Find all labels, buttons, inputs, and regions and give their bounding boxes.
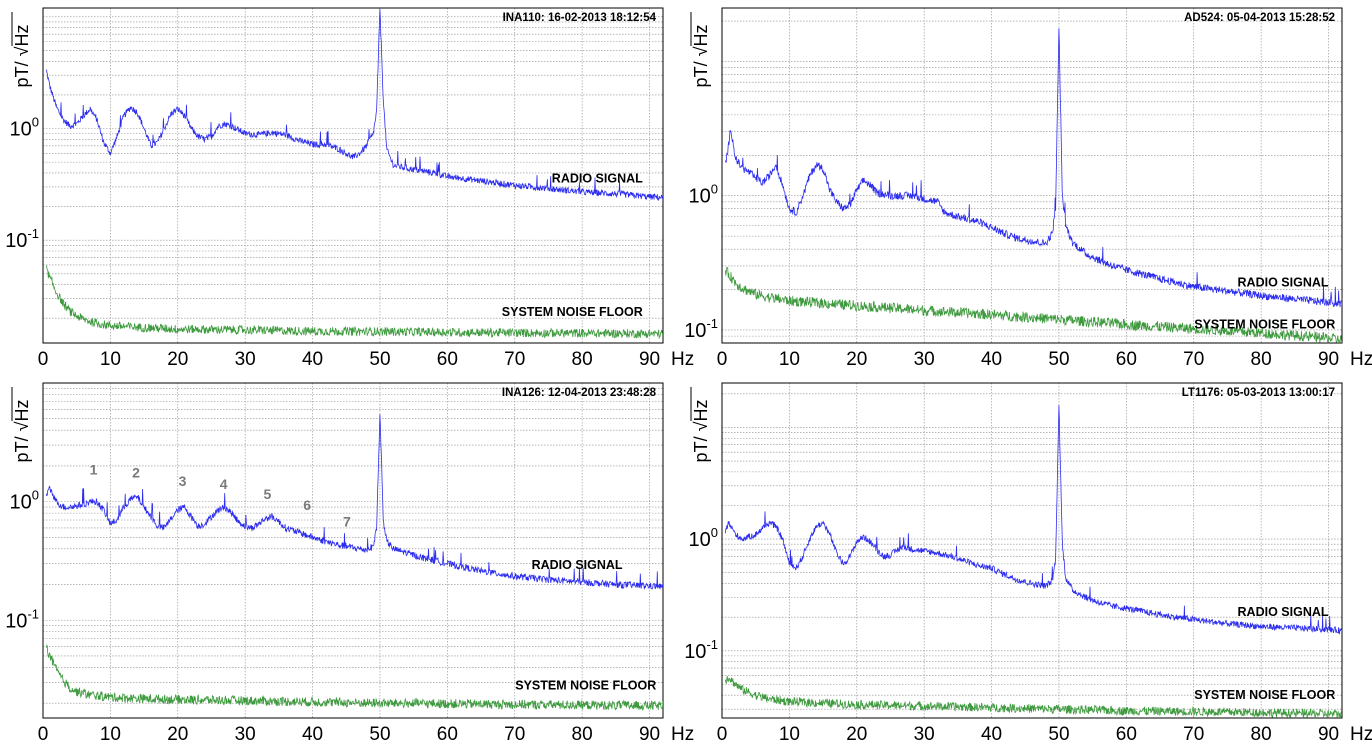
y-tick-label: 10-1 — [684, 637, 718, 663]
x-tick-label: 20 — [846, 724, 867, 742]
y-tick-label: 10-1 — [5, 226, 39, 252]
x-tick-label: 70 — [504, 724, 525, 742]
x-tick-label: 80 — [1251, 349, 1272, 370]
x-tick-label: 30 — [914, 724, 935, 742]
peak-label: 2 — [132, 464, 140, 480]
y-tick-label: 100 — [689, 525, 718, 551]
y-axis-label: pT/ √Hz — [12, 25, 32, 88]
radio-signal-label: RADIO SIGNAL — [552, 171, 643, 185]
x-tick-label: 80 — [1251, 724, 1272, 742]
x-tick-label: 20 — [846, 349, 867, 370]
peak-label: 5 — [264, 486, 272, 502]
series-line-radio-signal — [46, 414, 663, 590]
series-line-noise-floor — [46, 265, 663, 340]
y-tick-label: 100 — [689, 182, 718, 208]
x-tick-label: 0 — [717, 724, 728, 742]
series-line-radio-signal — [46, 9, 663, 202]
noise-floor-label: SYSTEM NOISE FLOOR — [502, 305, 643, 319]
x-tick-label: 70 — [504, 349, 525, 370]
x-tick-label: 50 — [1048, 349, 1069, 370]
chart-panel-2: 0 10 20 30 40 50 60 70 80 90 Hz 100 10-1 pT/ √Hz AD524… — [684, 7, 1372, 370]
radio-signal-label: RADIO SIGNAL — [1238, 605, 1329, 619]
grid — [43, 8, 663, 343]
radio-signal-label: RADIO SIGNAL — [532, 558, 623, 572]
x-tick-label: 0 — [38, 724, 49, 742]
plot-frame — [721, 7, 1343, 344]
x-unit-label: Hz — [1350, 724, 1372, 742]
chart-panel-3: 0 10 20 30 40 50 60 70 80 90 Hz 100 10-1 pT/ √Hz INA12… — [5, 382, 694, 742]
x-tick-label: 70 — [1183, 349, 1204, 370]
x-tick-label: 10 — [100, 724, 121, 742]
instrument-timestamp: INA110: 16-02-2013 18:12:54 — [503, 12, 657, 24]
x-tick-label: 40 — [302, 724, 323, 742]
x-tick-label: 50 — [369, 724, 390, 742]
x-tick-label: 30 — [235, 724, 256, 742]
grid — [722, 8, 1342, 343]
plot-frame — [42, 382, 664, 719]
x-tick-label: 30 — [914, 349, 935, 370]
x-tick-label: 60 — [437, 724, 458, 742]
peak-label: 6 — [303, 497, 311, 513]
y-tick-label: 100 — [10, 115, 39, 141]
x-tick-label: 20 — [167, 349, 188, 370]
x-tick-label: 30 — [235, 349, 256, 370]
x-tick-label: 0 — [38, 349, 49, 370]
noise-floor-label: SYSTEM NOISE FLOOR — [515, 679, 656, 693]
y-axis-label: pT/ √Hz — [691, 25, 711, 88]
y-tick-label: 10-1 — [684, 316, 718, 342]
series-line-noise-floor — [725, 675, 1342, 718]
x-tick-label: 10 — [100, 349, 121, 370]
series-line-radio-signal — [725, 405, 1342, 635]
x-tick-label: 90 — [1318, 724, 1339, 742]
x-tick-label: 90 — [639, 724, 660, 742]
grid — [43, 383, 663, 718]
x-tick-label: 90 — [639, 349, 660, 370]
peak-label: 4 — [220, 476, 228, 492]
x-tick-label: 40 — [981, 724, 1002, 742]
instrument-timestamp: LT1176: 05-03-2013 13:00:17 — [1182, 387, 1335, 399]
peak-label: 3 — [179, 473, 187, 489]
instrument-timestamp: AD524: 05-04-2013 15:28:52 — [1184, 12, 1335, 24]
grid — [722, 383, 1342, 718]
plot-frame — [42, 7, 664, 344]
x-unit-label: Hz — [671, 349, 694, 370]
x-tick-label: 90 — [1318, 349, 1339, 370]
x-tick-label: 60 — [1116, 349, 1137, 370]
x-tick-label: 20 — [167, 724, 188, 742]
series-line-radio-signal — [725, 28, 1342, 308]
y-tick-label: 10-1 — [5, 606, 39, 632]
x-tick-label: 40 — [981, 349, 1002, 370]
x-tick-label: 60 — [1116, 724, 1137, 742]
x-tick-label: 70 — [1183, 724, 1204, 742]
peak-label: 1 — [90, 461, 98, 477]
x-tick-label: 60 — [437, 349, 458, 370]
y-axis-label: pT/ √Hz — [691, 400, 711, 463]
plot-frame — [721, 382, 1343, 719]
x-tick-label: 10 — [779, 724, 800, 742]
x-tick-label: 0 — [717, 349, 728, 370]
instrument-timestamp: INA126: 12-04-2013 23:48:28 — [502, 387, 657, 399]
x-unit-label: Hz — [1350, 349, 1372, 370]
x-tick-label: 80 — [572, 349, 593, 370]
x-tick-label: 50 — [369, 349, 390, 370]
x-tick-label: 10 — [779, 349, 800, 370]
noise-floor-label: SYSTEM NOISE FLOOR — [1194, 688, 1335, 702]
peak-label: 7 — [343, 513, 351, 529]
radio-signal-label: RADIO SIGNAL — [1238, 276, 1329, 290]
y-tick-label: 100 — [10, 488, 39, 514]
noise-floor-label: SYSTEM NOISE FLOOR — [1194, 317, 1335, 331]
series-line-noise-floor — [725, 266, 1342, 343]
y-axis-label: pT/ √Hz — [12, 400, 32, 463]
series-line-noise-floor — [46, 644, 663, 711]
x-tick-label: 40 — [302, 349, 323, 370]
x-tick-label: 50 — [1048, 724, 1069, 742]
x-tick-label: 80 — [572, 724, 593, 742]
chart-panel-1: 0 10 20 30 40 50 60 70 80 90 Hz 100 10-1 pT/ √Hz INA11… — [5, 7, 694, 370]
x-unit-label: Hz — [671, 724, 694, 742]
chart-panel-4: 0 10 20 30 40 50 60 70 80 90 Hz 100 10-1 pT/ √Hz LT117… — [684, 382, 1372, 742]
